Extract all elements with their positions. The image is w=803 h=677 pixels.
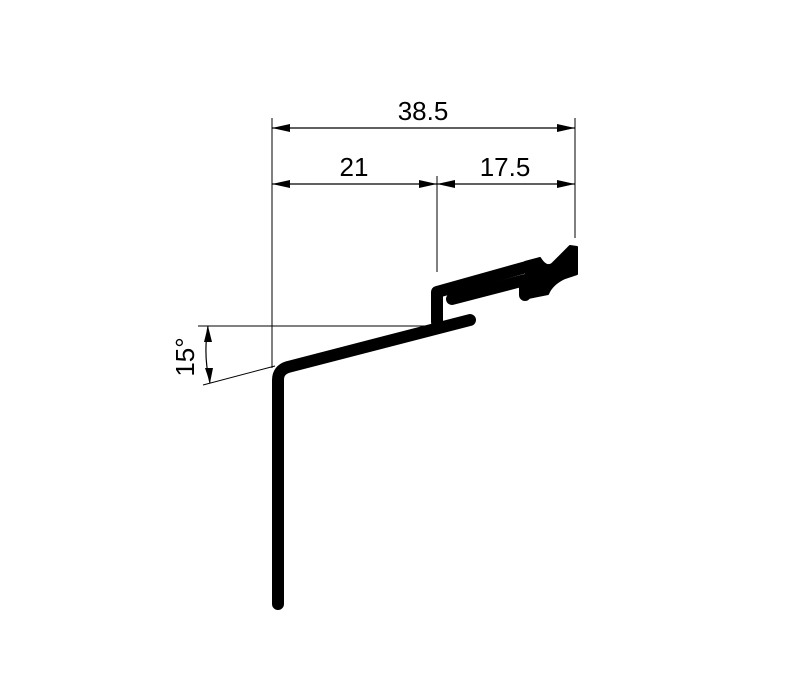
right-width-dimension: 17.5 — [437, 152, 575, 188]
angle-label: 15° — [170, 337, 200, 376]
arrowhead-right — [557, 180, 575, 188]
profile-hook — [431, 260, 536, 328]
left-width-dimension: 21 — [272, 152, 437, 188]
overall-width-dimension: 38.5 — [272, 96, 575, 132]
arrowhead-left — [437, 180, 455, 188]
left-width-label: 21 — [340, 152, 369, 182]
angle-slope-extension — [202, 365, 276, 386]
profile-vertical-leg — [272, 314, 476, 610]
arrowhead-left — [272, 124, 290, 132]
arrowhead-right — [419, 180, 437, 188]
right-width-label: 17.5 — [480, 152, 531, 182]
arrowhead-right — [557, 124, 575, 132]
extension-lines — [198, 118, 576, 386]
profile-end-clip — [524, 245, 578, 299]
angle-dimension: 15° — [170, 325, 213, 384]
profile-section — [272, 245, 578, 610]
profile-upper-return — [446, 274, 531, 305]
overall-width-label: 38.5 — [398, 96, 449, 126]
arrowhead-down — [205, 368, 213, 383]
arrowhead-up — [204, 326, 212, 342]
arrowhead-left — [272, 180, 290, 188]
